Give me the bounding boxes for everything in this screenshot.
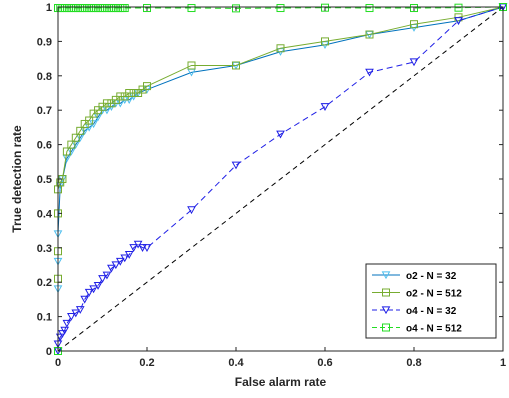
series-point xyxy=(115,257,125,266)
series-point xyxy=(276,4,285,13)
series-point xyxy=(71,133,80,142)
series-point xyxy=(129,244,138,252)
series-point xyxy=(84,288,94,297)
series-point xyxy=(320,103,330,111)
series-point xyxy=(143,82,151,91)
y-tick-label: 0.6 xyxy=(37,140,52,152)
legend-entry: o2 - N = 512 xyxy=(372,288,462,300)
reference-diagonal-layer xyxy=(57,6,504,352)
series-point xyxy=(365,30,374,39)
series-point xyxy=(93,281,103,290)
series-point xyxy=(187,206,196,215)
series-point xyxy=(454,3,463,12)
series-point xyxy=(120,4,129,13)
series-layer xyxy=(53,3,508,356)
y-tick-label: 0.3 xyxy=(37,243,52,255)
legend-entry: o4 - N = 32 xyxy=(372,306,457,317)
series-point xyxy=(409,58,419,67)
series-point xyxy=(276,44,285,53)
series-point xyxy=(67,312,76,321)
series-point xyxy=(232,4,240,13)
series-point xyxy=(102,271,112,280)
series-point xyxy=(321,37,329,46)
series-point xyxy=(232,61,240,70)
series-point xyxy=(62,319,72,328)
legend-label: o2 - N = 32 xyxy=(406,271,457,282)
series-point xyxy=(116,92,125,101)
series-point xyxy=(76,126,85,135)
series-point xyxy=(142,244,152,252)
series-point xyxy=(129,89,138,97)
series-point xyxy=(231,161,241,170)
series-point xyxy=(410,20,418,29)
series-point xyxy=(111,261,121,270)
y-axis-label: True detection rate xyxy=(10,125,24,233)
series-point xyxy=(143,4,151,13)
series-point xyxy=(102,99,111,108)
y-tick-label: 0 xyxy=(46,346,52,358)
series-point xyxy=(58,330,67,338)
reference-diagonal-line xyxy=(57,6,504,352)
legend-label: o4 - N = 512 xyxy=(406,324,462,335)
series-point xyxy=(80,295,90,304)
series-point xyxy=(187,4,196,13)
series-point xyxy=(107,264,116,273)
series-4 xyxy=(54,3,507,355)
y-tick-label: 0.8 xyxy=(37,71,52,83)
x-axis-label: False alarm rate xyxy=(235,375,327,389)
ticks-layer: 0 0.2 0.4 0.6 0.8 1 0 0.1 0.2 0.3 0.4 0.5 0.6 0.7 0.8 0… xyxy=(37,2,506,369)
legend-marker xyxy=(381,271,391,280)
series-point xyxy=(410,4,418,13)
legend-marker xyxy=(382,323,390,332)
x-tick-label: 0.8 xyxy=(406,357,421,369)
series-point xyxy=(124,251,134,259)
series-point xyxy=(85,116,94,125)
series-point xyxy=(365,4,374,13)
legend-label: o4 - N = 32 xyxy=(406,306,457,317)
y-tick-label: 0.2 xyxy=(37,277,52,289)
x-tick-label: 1 xyxy=(500,357,506,369)
series-point xyxy=(120,254,130,263)
x-tick-label: 0.2 xyxy=(139,357,154,369)
legend-entry: o4 - N = 512 xyxy=(372,323,462,335)
series-point xyxy=(75,306,85,314)
legend-marker xyxy=(382,288,390,297)
series-point xyxy=(138,244,147,252)
series-point xyxy=(365,68,374,77)
series-line xyxy=(57,6,504,351)
series-point xyxy=(71,309,81,318)
series-point xyxy=(125,89,134,97)
x-tick-label: 0.6 xyxy=(317,357,332,369)
series-point xyxy=(89,285,98,294)
series-point xyxy=(321,3,329,12)
y-tick-label: 0.1 xyxy=(37,312,52,324)
legend-entry: o2 - N = 32 xyxy=(372,271,457,282)
series-point xyxy=(60,326,70,335)
y-tick-label: 0.4 xyxy=(37,208,53,220)
series-point xyxy=(276,130,285,139)
series-point xyxy=(187,61,196,70)
x-tick-label: 0 xyxy=(55,357,61,369)
x-tick-label: 0.4 xyxy=(228,357,244,369)
series-point xyxy=(454,17,463,25)
y-tick-label: 0.5 xyxy=(37,174,52,186)
legend-marker xyxy=(381,306,391,315)
legend-box xyxy=(365,263,497,339)
legend: o2 - N = 32 o2 - N = 512 o4 - N = 32 o4 - N… xyxy=(365,263,497,339)
y-tick-label: 0.7 xyxy=(37,105,52,117)
legend-label: o2 - N = 512 xyxy=(406,289,462,300)
y-tick-label: 0.9 xyxy=(37,36,52,48)
series-point xyxy=(67,140,76,149)
y-tick-label: 1 xyxy=(46,2,52,14)
series-point xyxy=(62,147,71,156)
series-point xyxy=(98,275,107,283)
series-3 xyxy=(53,3,508,356)
